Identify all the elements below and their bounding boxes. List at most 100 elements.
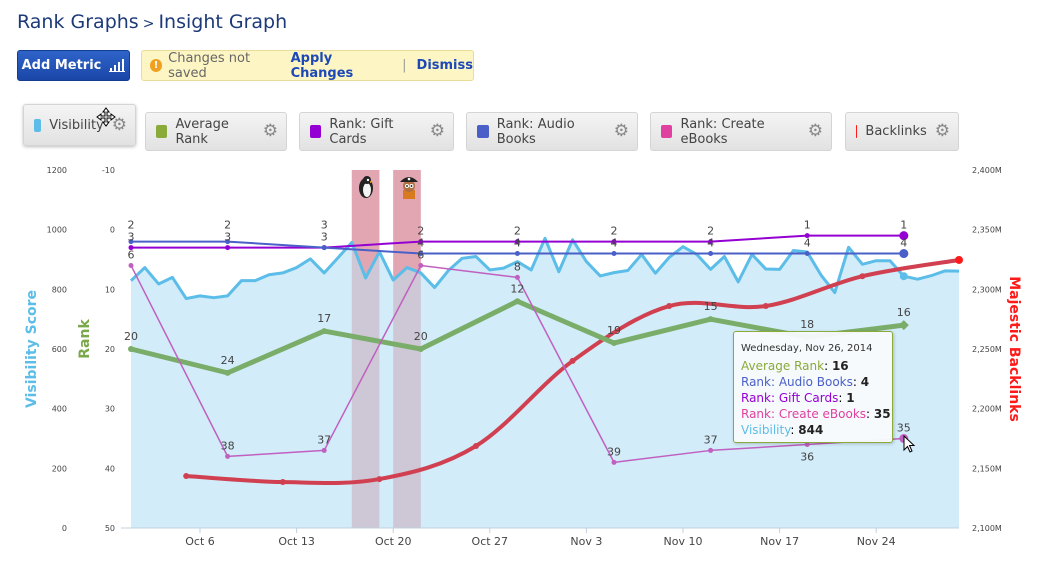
legend-label: Rank: Create eBooks (680, 116, 765, 147)
visibility-tick-label: 200 (52, 464, 67, 473)
visibility-hover-point (899, 272, 908, 281)
rank-audio-books-data-label: 4 (707, 237, 714, 250)
pirate-icon[interactable] (400, 177, 418, 199)
average-rank-data-label: 12 (510, 282, 524, 295)
backlinks-tick-label: 2,100M (972, 524, 1002, 533)
visibility-tick-label: 1200 (47, 166, 67, 175)
gear-icon[interactable]: ⚙ (934, 121, 950, 141)
visibility-axis-title: Visibility Score (24, 290, 40, 408)
backlinks-point (666, 303, 673, 310)
rank-create-ebooks-data-label: 39 (607, 445, 621, 458)
apply-changes-link[interactable]: Apply Changes (290, 50, 354, 81)
backlinks-point (279, 479, 286, 486)
add-metric-label: Add Metric (21, 58, 102, 73)
penguin-icon[interactable] (359, 176, 373, 198)
legend-rank-gift-cards[interactable]: Rank: Gift Cards ⚙ (299, 112, 454, 151)
rank-audio-books-point (804, 251, 810, 257)
tooltip-label: Rank: Create eBooks (741, 407, 867, 421)
notice-message: Changes not saved (168, 50, 251, 81)
breadcrumb-parent[interactable]: Rank Graphs (17, 11, 139, 33)
tooltip-row: Rank: Create eBooks: 35 (741, 407, 891, 421)
backlinks-tick-label: 2,400M (972, 166, 1002, 175)
average-rank-data-label: 18 (800, 318, 814, 331)
rank-create-ebooks-data-label: 6 (417, 248, 424, 261)
backlinks-point (376, 476, 383, 483)
rank-audio-books-point (321, 245, 327, 251)
event-band-pirate (393, 170, 421, 528)
rank-gift-cards-data-label: 2 (707, 225, 714, 238)
legend-rank-audio-books[interactable]: Rank: Audio Books ⚙ (466, 112, 638, 151)
rank-create-ebooks-point (225, 453, 231, 459)
backlinks-tick-label: 2,300M (972, 285, 1002, 294)
create-ebooks-swatch (661, 125, 673, 138)
breadcrumb-separator: > (142, 16, 155, 32)
rank-gift-cards-point (514, 239, 520, 245)
rank-audio-books-data-label: 4 (514, 237, 521, 250)
backlinks-point (955, 255, 963, 264)
rank-create-ebooks-point (514, 274, 520, 280)
tooltip-value: 35 (873, 407, 891, 421)
dismiss-link[interactable]: Dismiss (416, 58, 473, 73)
rank-audio-books-data-label: 4 (900, 237, 907, 250)
visibility-swatch (34, 118, 42, 132)
rank-gift-cards-data-label: 1 (900, 219, 907, 232)
legend-visibility[interactable]: Visibility ⚙ (23, 104, 136, 146)
x-tick-label: Oct 13 (278, 535, 315, 548)
rank-gift-cards-data-label: 2 (514, 225, 521, 238)
tooltip-label: Average Rank (741, 359, 825, 373)
notice-separator: | (402, 58, 407, 73)
rank-gift-cards-data-label: 2 (417, 224, 424, 237)
average-rank-data-label: 20 (414, 330, 428, 343)
rank-audio-books-line (131, 240, 904, 255)
backlinks-tick-label: 2,350M (972, 226, 1002, 235)
rank-gift-cards-data-label: 3 (128, 231, 135, 244)
legend-rank-create-ebooks[interactable]: Rank: Create eBooks ⚙ (650, 112, 832, 151)
backlinks-point (569, 357, 576, 364)
rank-create-ebooks-data-label: 35 (897, 422, 911, 435)
tooltip-row: Visibility: 844 (741, 423, 824, 437)
rank-audio-books-point (899, 249, 909, 259)
backlinks-swatch (856, 125, 858, 138)
event-band-overlay (393, 170, 421, 528)
x-tick-label: Nov 10 (664, 535, 703, 548)
average-rank-point (514, 298, 521, 305)
add-metric-button[interactable]: Add Metric (17, 50, 130, 81)
gear-icon[interactable]: ⚙ (262, 121, 278, 141)
page-title: Insight Graph (158, 11, 288, 33)
rank-axis-title: Rank (77, 319, 93, 359)
rank-create-ebooks-data-label: 8 (514, 260, 521, 273)
gear-icon[interactable]: ⚙ (807, 121, 823, 141)
warning-icon: ! (150, 59, 163, 72)
rank-gift-cards-point (804, 233, 810, 239)
x-tick-label: Oct 27 (472, 535, 509, 548)
gear-icon[interactable]: ⚙ (111, 114, 127, 135)
tooltip-label: Visibility (741, 423, 791, 437)
average-rank-data-label: 19 (607, 324, 621, 337)
gear-icon[interactable]: ⚙ (613, 121, 629, 141)
rank-gift-cards-point (899, 231, 909, 241)
backlinks-point (183, 472, 190, 479)
average-rank-point (611, 340, 617, 347)
rank-create-ebooks-point (128, 262, 134, 268)
x-tick-label: Nov 3 (570, 535, 602, 548)
tooltip-value: 1 (846, 391, 855, 405)
average-rank-point (417, 346, 424, 352)
rank-audio-books-data-label: 4 (804, 237, 811, 250)
legend-backlinks[interactable]: Backlinks ⚙ (845, 112, 959, 151)
visibility-tick-label: 600 (52, 345, 67, 354)
average-rank-data-label: 24 (221, 354, 235, 367)
x-tick-label: Nov 17 (760, 535, 799, 548)
tooltip-label: Rank: Audio Books (741, 375, 853, 389)
visibility-tick-label: 0 (62, 524, 67, 533)
average-rank-point (224, 369, 231, 376)
tooltip-value: 844 (798, 423, 824, 437)
rank-create-ebooks-point (418, 262, 424, 268)
audio-books-swatch (477, 125, 489, 138)
legend-average-rank[interactable]: Average Rank ⚙ (145, 112, 287, 151)
rank-create-ebooks-point (708, 447, 714, 453)
tooltip-label: Rank: Gift Cards (741, 391, 839, 405)
rank-gift-cards-point (418, 239, 424, 245)
gear-icon[interactable]: ⚙ (429, 121, 445, 141)
tooltip-row: Rank: Gift Cards: 1 (741, 391, 855, 405)
